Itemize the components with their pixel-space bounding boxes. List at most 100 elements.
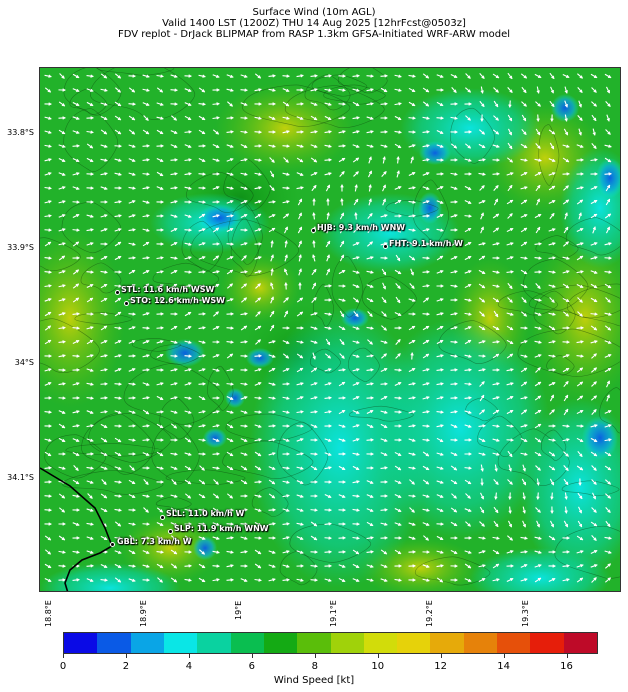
station-marker-sll[interactable]	[160, 515, 165, 520]
wind-vector	[255, 339, 261, 345]
wind-vector	[366, 368, 374, 372]
wind-vector	[86, 452, 95, 456]
wind-vector	[338, 522, 347, 526]
wind-vector	[269, 324, 275, 332]
wind-vector	[576, 465, 584, 471]
wind-vector	[184, 550, 193, 554]
station-marker-stl[interactable]	[115, 290, 120, 295]
wind-vector	[184, 508, 192, 512]
wind-vector	[535, 465, 541, 471]
wind-vector	[212, 186, 220, 190]
wind-vector	[44, 480, 53, 484]
wind-vector	[521, 101, 527, 107]
wind-vector	[100, 200, 109, 204]
wind-vector	[548, 382, 556, 386]
wind-vector	[170, 577, 178, 583]
wind-vector	[311, 184, 317, 192]
wind-vector	[114, 550, 122, 554]
wind-vector	[226, 564, 234, 568]
wind-vector	[591, 353, 597, 359]
wind-vector	[58, 423, 66, 429]
wind-vector	[86, 228, 94, 232]
wind-vector	[436, 116, 445, 120]
wind-vector	[478, 354, 487, 358]
wind-vector	[493, 87, 499, 93]
wind-vector	[270, 240, 274, 248]
wind-vector	[450, 507, 458, 513]
colorbar-tick-8: 8	[311, 661, 318, 672]
wind-vector	[492, 158, 501, 162]
wind-vector	[58, 270, 66, 274]
wind-vector	[44, 339, 52, 345]
station-marker-slp[interactable]	[168, 529, 173, 534]
wind-vector	[72, 326, 80, 330]
wind-vector	[464, 214, 473, 218]
wind-vector	[226, 410, 234, 414]
wind-vector	[506, 199, 514, 205]
wind-vector	[282, 326, 291, 330]
station-label-hjb[interactable]: HJB: 9.3 km/h WNW	[317, 223, 406, 232]
wind-vector	[492, 242, 500, 246]
station-marker-gbl[interactable]	[110, 542, 115, 547]
wind-vector	[240, 283, 248, 289]
wind-vector	[254, 102, 263, 106]
wind-vector	[367, 339, 373, 345]
station-label-sll[interactable]: SLL: 11.0 km/h W	[166, 509, 245, 518]
wind-vector	[142, 256, 150, 260]
wind-vector	[184, 465, 192, 471]
wind-vector	[394, 465, 402, 471]
wind-vector	[58, 410, 66, 414]
wind-vector	[310, 424, 318, 428]
wind-vector	[548, 465, 556, 471]
wind-vector	[282, 186, 291, 190]
wind-vector	[198, 522, 206, 526]
wind-vector	[548, 185, 556, 191]
wind-vector	[156, 129, 164, 135]
wind-vector	[170, 214, 178, 218]
station-label-stl[interactable]: STL: 11.6 km/h WSW	[121, 285, 215, 294]
wind-vector	[367, 212, 373, 220]
wind-vector	[576, 424, 585, 428]
wind-vector	[522, 464, 526, 472]
wind-vector	[465, 73, 471, 79]
wind-vector	[114, 494, 122, 498]
wind-vector	[268, 88, 276, 92]
wind-vector	[352, 284, 360, 288]
wind-vector	[564, 506, 568, 514]
wind-vector	[381, 353, 387, 359]
wind-vector	[366, 466, 375, 470]
wind-vector	[296, 438, 304, 442]
wind-vector	[548, 451, 556, 457]
wind-vector	[198, 312, 207, 316]
station-label-slp[interactable]: SLP: 11.9 km/h WNW	[174, 524, 269, 533]
wind-vector	[58, 116, 67, 120]
wind-vector	[522, 520, 526, 528]
colorbar-tickmark-0	[63, 654, 64, 658]
wind-vector	[492, 424, 500, 428]
station-label-gbl[interactable]: GBL: 7.3 km/h W	[117, 537, 192, 546]
wind-vector	[58, 172, 66, 176]
wind-vector	[576, 395, 584, 401]
wind-vector	[562, 424, 570, 428]
station-marker-sto[interactable]	[124, 301, 129, 306]
wind-vector	[212, 410, 220, 414]
wind-vector	[548, 340, 556, 344]
wind-vector	[577, 114, 583, 122]
wind-vector	[86, 466, 94, 470]
wind-vector	[578, 506, 582, 514]
station-marker-fht[interactable]	[383, 244, 388, 249]
station-label-sto[interactable]: STO: 12.6 km/h WSW	[130, 296, 225, 305]
station-marker-hjb[interactable]	[311, 228, 316, 233]
wind-map[interactable]	[39, 67, 621, 592]
wind-vector	[353, 198, 359, 206]
wind-vector	[576, 186, 584, 190]
wind-vector	[534, 354, 542, 358]
wind-vector	[338, 465, 346, 471]
wind-vector	[212, 74, 220, 78]
wind-vector	[494, 464, 498, 472]
wind-vector	[184, 144, 192, 148]
wind-vector	[578, 100, 582, 108]
wind-vector	[226, 353, 234, 359]
wind-vector	[492, 578, 500, 582]
station-label-fht[interactable]: FHT: 9.1 km/h W	[389, 239, 464, 248]
